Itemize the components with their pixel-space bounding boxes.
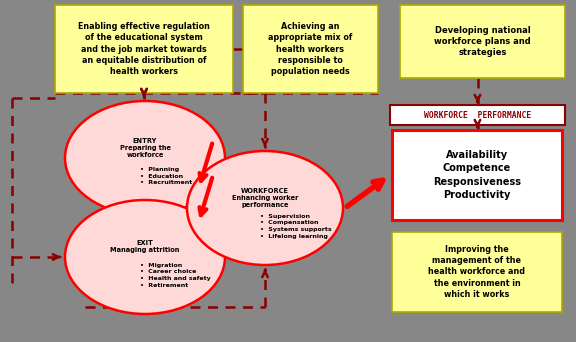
FancyBboxPatch shape <box>243 5 378 93</box>
Ellipse shape <box>65 200 225 314</box>
Text: Achieving an
appropriate mix of
health workers
responsible to
population needs: Achieving an appropriate mix of health w… <box>268 22 353 76</box>
FancyBboxPatch shape <box>392 232 562 312</box>
Text: •  Migration
•  Career choice
•  Health and safety
•  Retirement: • Migration • Career choice • Health and… <box>140 263 211 288</box>
Ellipse shape <box>187 151 343 265</box>
FancyBboxPatch shape <box>400 5 565 78</box>
Text: Availability
Competence
Responsiveness
Productivity: Availability Competence Responsiveness P… <box>433 150 521 200</box>
Text: Developing national
workforce plans and
strategies: Developing national workforce plans and … <box>434 26 531 57</box>
Text: Improving the
management of the
health workforce and
the environment in
which it: Improving the management of the health w… <box>429 245 525 299</box>
FancyBboxPatch shape <box>392 130 562 220</box>
FancyBboxPatch shape <box>390 105 565 125</box>
Text: WORKFORCE  PERFORMANCE: WORKFORCE PERFORMANCE <box>424 110 531 119</box>
Text: ENTRY
Preparing the
workforce: ENTRY Preparing the workforce <box>119 138 170 158</box>
Text: EXIT
Managing attrition: EXIT Managing attrition <box>111 240 180 253</box>
Text: WORKFORCE
Enhancing worker
performance: WORKFORCE Enhancing worker performance <box>232 188 298 208</box>
Text: Enabling effective regulation
of the educational system
and the job market towar: Enabling effective regulation of the edu… <box>78 22 210 76</box>
FancyBboxPatch shape <box>55 5 233 93</box>
Text: •  Planning
•  Education
•  Recruitment: • Planning • Education • Recruitment <box>140 167 192 185</box>
Text: •  Supervision
•  Compensation
•  Systems supports
•  Lifelong learning: • Supervision • Compensation • Systems s… <box>260 214 332 239</box>
Ellipse shape <box>65 101 225 215</box>
